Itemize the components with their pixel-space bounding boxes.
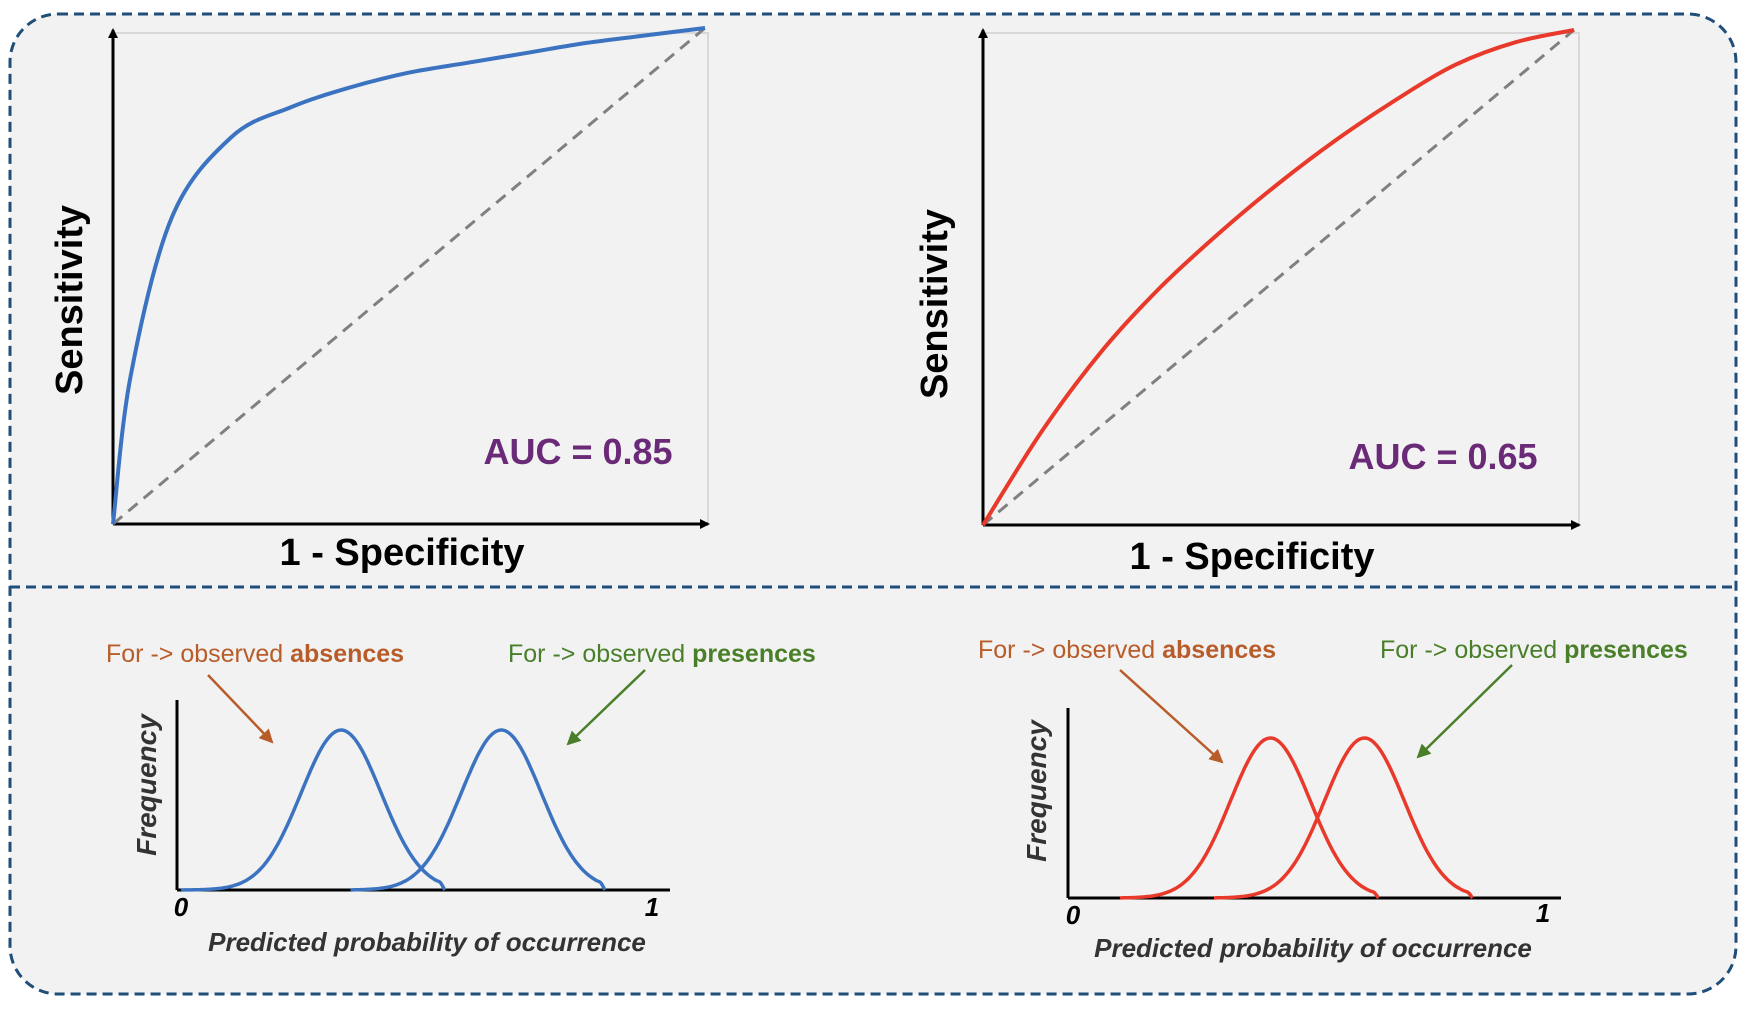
roc-left-y-label: Sensitivity [49,205,91,395]
roc-left-chance-line [112,26,706,526]
roc-right-curve [981,28,1575,527]
dist-left-tick-0: 0 [174,892,189,922]
roc-left-curve [111,26,706,525]
dist-right-presences-curve [1213,736,1474,900]
dist-right-presences-bold: presences [1564,636,1688,664]
roc-right-y-label: Sensitivity [914,209,956,399]
roc-right-auc-label: AUC = 0.65 [1348,436,1537,477]
dist-right-absences-prefix: For -> observed [978,636,1162,664]
dist-left-absences-curve [180,728,447,892]
outer-dashed-frame [8,12,1738,996]
dist-right-absences-arrow [1119,669,1224,764]
dist-right-absences-curve [1119,736,1380,900]
dist-right-tick-1: 1 [1536,898,1550,928]
dist-right-y-label: Frequency [1021,719,1052,862]
roc-left-x-label: 1 - Specificity [280,532,525,574]
roc-right-x-label: 1 - Specificity [1130,536,1375,578]
dist-left-presences-curve [350,728,607,892]
dist-right-x-label: Predicted probability of occurrence [1094,933,1532,963]
dist-left-x-label: Predicted probability of occurrence [208,927,646,957]
dist-left-absences-label: For -> observed absences [106,640,404,668]
dist-left-panel: Frequency 0 1 Predicted probability of o… [106,640,816,957]
dist-left-presences-prefix: For -> observed [508,640,692,668]
dist-left-absences-arrow [207,674,274,744]
dist-left-absences-prefix: For -> observed [106,640,290,668]
roc-right-panel: Sensitivity 1 - Specificity AUC = 0.65 [914,28,1581,578]
dist-left-y-label: Frequency [131,713,162,856]
roc-left-panel: Sensitivity 1 - Specificity AUC = 0.85 [49,26,710,574]
dist-left-presences-label: For -> observed presences [508,640,816,668]
roc-left-auc-label: AUC = 0.85 [483,431,672,472]
dist-right-presences-label: For -> observed presences [1380,636,1688,664]
dist-right-absences-bold: absences [1162,636,1276,664]
dist-right-absences-label: For -> observed absences [978,636,1276,664]
dist-right-presences-prefix: For -> observed [1380,636,1564,664]
roc-right-chance-line [982,28,1575,527]
dist-left-tick-1: 1 [645,892,659,922]
dist-right-panel: Frequency 0 1 Predicted probability of o… [978,636,1688,963]
dist-right-presences-arrow [1416,664,1513,759]
dist-left-absences-bold: absences [290,640,404,668]
dist-left-presences-arrow [566,669,646,746]
dist-right-tick-0: 0 [1066,900,1081,930]
dist-left-presences-bold: presences [692,640,816,668]
